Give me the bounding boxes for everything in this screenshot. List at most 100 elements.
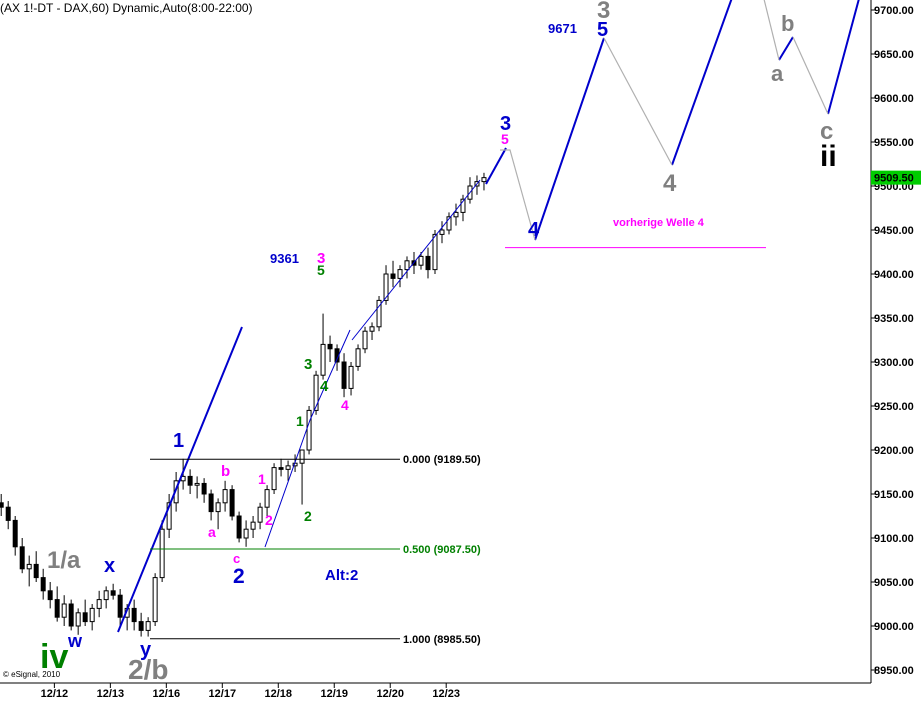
candle-body [397, 269, 403, 279]
candle [229, 485, 235, 521]
y-tick-label: 9200.00 [874, 445, 914, 457]
wave-label: 4 [528, 219, 540, 241]
wave-label: c [820, 118, 833, 145]
candle [5, 501, 11, 530]
candle [152, 573, 158, 626]
candle [376, 296, 382, 332]
candle-body [222, 489, 228, 504]
candle-body [285, 465, 291, 470]
candle-body [439, 229, 445, 235]
wave-label: 4 [663, 170, 677, 197]
candle-body [257, 506, 263, 523]
wave-label: 2/b [128, 654, 168, 685]
candle-body [418, 255, 424, 266]
candle-body [264, 489, 270, 508]
y-tick-label: 9150.00 [874, 489, 914, 501]
wave-label: 3 [500, 113, 511, 135]
candle-body [404, 260, 410, 271]
wave-label: x [104, 555, 115, 577]
wave-label: vorherige Welle 4 [613, 217, 705, 229]
candle [12, 516, 18, 556]
y-tick-label: 9050.00 [874, 577, 914, 589]
x-tick-label: 12/20 [376, 688, 404, 700]
candle-body [362, 330, 368, 350]
candle [68, 599, 74, 631]
candle [208, 489, 214, 521]
x-tick-label: 12/23 [432, 688, 460, 700]
projection-blue-e [827, 0, 860, 115]
y-tick-label: 9300.00 [874, 357, 914, 369]
candle-body [33, 563, 39, 579]
candle-body [376, 299, 382, 328]
trend-line-channel [264, 329, 351, 548]
candle [110, 583, 116, 600]
candle-body [236, 515, 242, 539]
candle-body [369, 326, 375, 332]
wave-label: 4 [341, 397, 349, 413]
candle-body [40, 577, 46, 592]
candle [271, 463, 277, 494]
candle [82, 599, 88, 626]
wave-label: 2 [233, 565, 245, 588]
candle [47, 582, 53, 609]
candle-body [61, 603, 67, 618]
projection-blue-b [534, 37, 605, 241]
y-axis: 8950.00 9000.00 9050.00 9100.00 9150.00 9200.… [871, 5, 914, 677]
fibonacci-layer: 0.000 (9189.50) 0.500 (9087.50) 1.000 (898… [150, 454, 481, 646]
candle-body [159, 528, 165, 579]
candle [341, 353, 347, 398]
y-tick-label: 9350.00 [874, 313, 914, 325]
candle [194, 476, 200, 499]
y-tick-label: 9400.00 [874, 269, 914, 281]
candle-body [460, 198, 466, 213]
candle-body [481, 177, 487, 183]
candle [453, 203, 459, 226]
candle [40, 568, 46, 600]
candle-body [348, 365, 354, 389]
candle-body [355, 348, 361, 367]
wave-label: 5 [501, 131, 509, 147]
candle [264, 485, 270, 516]
candle-body [446, 216, 452, 231]
candle-body [96, 599, 102, 609]
wave-label: 5 [597, 19, 608, 41]
trend-line-wave1 [117, 326, 243, 633]
candle-body [166, 502, 172, 530]
wave-label: 1 [258, 471, 266, 487]
candle [439, 221, 445, 244]
candle [187, 469, 193, 494]
last-price-box [871, 170, 921, 185]
candle [355, 344, 361, 371]
candle [299, 449, 305, 505]
candle [236, 511, 242, 543]
wave-label: 1 [296, 413, 304, 429]
candle [201, 478, 207, 503]
wave-label: 3 [597, 0, 610, 24]
wave-label: c [233, 551, 240, 566]
wave-label: a [208, 524, 216, 540]
candle-body [47, 590, 53, 601]
candle [166, 494, 172, 538]
projection-gray-b [603, 37, 673, 166]
candle-body [313, 374, 319, 411]
candle-body [194, 482, 200, 486]
wave-label: 9361 [270, 251, 299, 266]
candle-body [26, 563, 32, 570]
x-tick-label: 12/12 [41, 688, 69, 700]
candle-body [320, 343, 326, 376]
candle-body [250, 521, 256, 530]
candle-body [299, 449, 305, 464]
candle-body [201, 482, 207, 495]
y-tick-label: 9250.00 [874, 401, 914, 413]
candle [250, 516, 256, 538]
candle [131, 599, 137, 631]
wave-label: 3 [304, 356, 312, 373]
y-tick-label: 9700.00 [874, 5, 914, 17]
wave-label: b [221, 463, 230, 480]
last-price-marker: 9509.50 [871, 170, 921, 185]
candle [145, 617, 151, 637]
y-tick-label: 9650.00 [874, 49, 914, 61]
projection-gray-c [763, 0, 780, 61]
candle [243, 520, 249, 547]
candle [369, 322, 375, 340]
